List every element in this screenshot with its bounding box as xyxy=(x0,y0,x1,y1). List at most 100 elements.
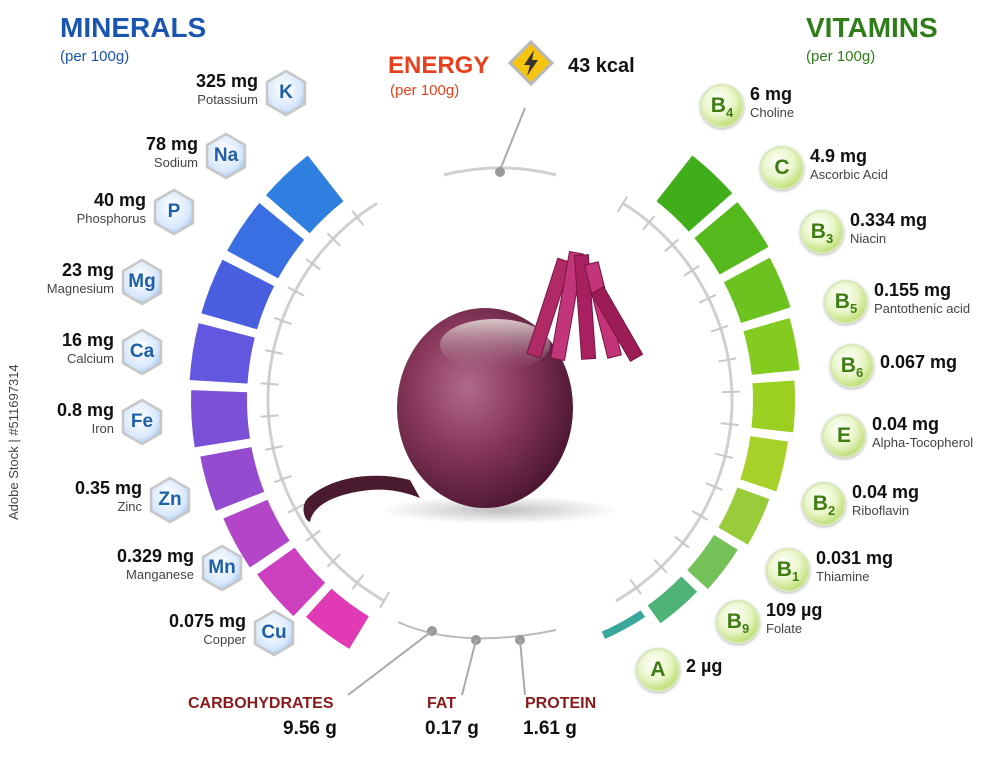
dial-ticks xyxy=(260,166,740,609)
vitamin-subscript: 6 xyxy=(855,365,864,381)
vitamin-badge: B3 xyxy=(800,210,844,254)
vitamin-amount: 0.334 mg xyxy=(850,210,928,230)
mineral-bars xyxy=(187,152,372,652)
vitamin-bar xyxy=(653,152,736,235)
mineral-row: 0.329 mg Manganese xyxy=(117,546,194,582)
mineral-symbol: Ca xyxy=(129,341,155,362)
vitamin-bar xyxy=(599,607,648,642)
minerals-title: MINERALS xyxy=(60,12,207,43)
dial-tick xyxy=(705,482,723,491)
dial-tick xyxy=(265,349,284,355)
vitamin-subscript: 2 xyxy=(827,503,836,519)
vitamins-per: (per 100g) xyxy=(806,48,876,65)
vitamin-name: Thiamine xyxy=(816,569,870,584)
vitamin-letter: B xyxy=(726,610,742,633)
dial-tick xyxy=(274,474,292,484)
fat-label: FAT xyxy=(427,695,457,712)
vitamin-letter: B xyxy=(710,94,726,117)
mineral-name: Copper xyxy=(203,632,246,647)
dial-tick xyxy=(305,529,321,542)
dial-tick xyxy=(351,210,365,226)
minerals-per: (per 100g) xyxy=(60,48,130,65)
mineral-amount: 0.8 mg xyxy=(56,400,114,420)
vitamin-subscript: 4 xyxy=(725,105,734,121)
vitamin-bar xyxy=(644,573,700,627)
mineral-bar xyxy=(254,544,328,620)
dial-tick xyxy=(260,382,279,386)
dial-tick xyxy=(710,324,729,333)
protein-label: PROTEIN xyxy=(525,695,597,712)
vitamin-bar xyxy=(721,254,794,326)
dial-tick xyxy=(305,258,321,271)
mineral-name: Phosphorus xyxy=(76,211,146,226)
vitamin-amount: 0.031 mg xyxy=(816,548,894,568)
vitamin-row: 0.067 mg xyxy=(880,352,957,373)
mineral-bar xyxy=(263,152,347,237)
mineral-symbol: P xyxy=(167,201,181,222)
mineral-row: 325 mg Potassium xyxy=(196,71,258,107)
mineral-hexagon: Na xyxy=(204,132,248,180)
vitamin-badge: B6 xyxy=(830,344,874,388)
mineral-bar xyxy=(189,388,253,450)
energy-per: (per 100g) xyxy=(390,82,460,99)
mineral-row: 0.075 mg Copper xyxy=(169,611,246,647)
mineral-row: 0.8 mg Iron xyxy=(57,400,114,436)
mineral-symbol: Mg xyxy=(128,271,156,292)
vitamin-subscript: 1 xyxy=(791,569,800,585)
mineral-hexagon: Mn xyxy=(200,544,244,592)
vitamin-amount: 0.04 mg xyxy=(852,482,920,502)
dial-tick xyxy=(664,238,680,253)
carbohydrates-label: CARBOHYDRATES xyxy=(188,695,334,712)
mineral-hexagon: Cu xyxy=(252,609,296,657)
vitamin-row: 4.9 mg Ascorbic Acid xyxy=(810,146,888,182)
dial-tick xyxy=(326,553,342,568)
fat-value: 0.17 g xyxy=(425,718,479,739)
vitamin-row: 0.334 mg Niacin xyxy=(850,210,927,246)
mineral-hexagon: K xyxy=(264,69,308,117)
mineral-hexagon: Zn xyxy=(148,476,192,524)
energy-value: 43 kcal xyxy=(568,55,635,77)
mineral-symbol: Cu xyxy=(261,622,287,643)
vitamin-badge: B5 xyxy=(824,280,868,324)
vitamin-amount: 0.067 mg xyxy=(880,352,958,372)
dial-tick xyxy=(265,445,284,451)
dial-tick xyxy=(616,195,629,213)
mineral-bar xyxy=(220,497,293,571)
mineral-amount: 0.075 mg xyxy=(168,611,246,631)
lightning-icon xyxy=(508,40,554,86)
vitamin-name: Niacin xyxy=(850,231,887,246)
dial-tick xyxy=(674,535,690,549)
dial-tick xyxy=(653,558,668,574)
vitamin-letter: B xyxy=(812,492,828,515)
mineral-name: Manganese xyxy=(126,567,194,582)
dial-ring xyxy=(266,201,385,603)
vitamin-name: Riboflavin xyxy=(852,503,910,518)
mineral-bar xyxy=(303,585,372,652)
vitamin-letter: C xyxy=(774,156,790,179)
vitamin-bar xyxy=(715,484,772,548)
mineral-amount: 23 mg xyxy=(61,260,114,280)
vitamin-amount: 0.155 mg xyxy=(874,280,952,300)
vitamin-bar xyxy=(737,433,791,494)
vitamin-letter: A xyxy=(650,658,666,681)
vitamin-subscript: 9 xyxy=(741,621,750,637)
mineral-hexagon: P xyxy=(152,188,196,236)
vitamin-amount: 2 µg xyxy=(686,656,723,676)
vitamin-row: 0.155 mg Pantothenic acid xyxy=(874,280,970,316)
mineral-bar xyxy=(197,444,267,514)
vitamin-row: 2 µg xyxy=(686,656,722,677)
vitamin-bar xyxy=(741,315,802,377)
vitamin-name: Alpha-Tocopherol xyxy=(872,435,974,450)
vitamin-name: Ascorbic Acid xyxy=(810,167,889,182)
dial-tick xyxy=(287,286,305,297)
vitamin-bar xyxy=(691,199,772,278)
mineral-hexagon: Mg xyxy=(120,258,164,306)
protein-value: 1.61 g xyxy=(523,718,577,739)
mineral-bar xyxy=(198,257,277,332)
mineral-hexagon: Fe xyxy=(120,398,164,446)
vitamin-row: 6 mg Choline xyxy=(750,84,794,120)
dial-tick xyxy=(629,579,642,595)
mineral-amount: 0.35 mg xyxy=(74,478,142,498)
mineral-symbol: Na xyxy=(213,145,239,166)
